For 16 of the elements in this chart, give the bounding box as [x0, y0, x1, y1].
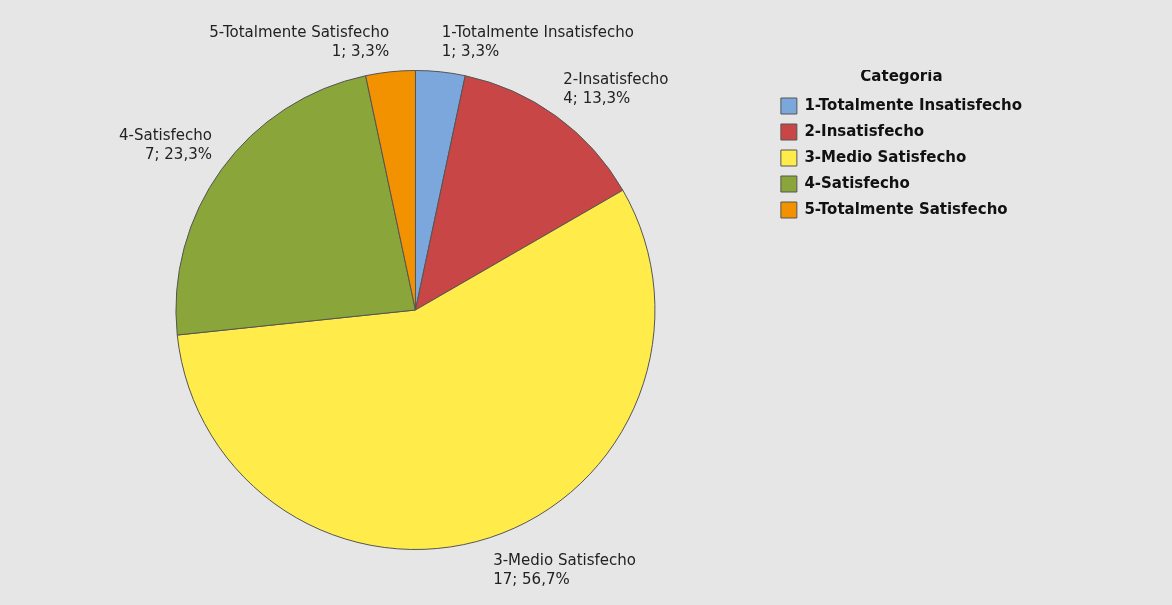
legend-label: 4-Satisfecho: [804, 173, 910, 192]
slice-label: 5-Totalmente Satisfecho: [209, 23, 390, 42]
slice-label: 3-Medio Satisfecho: [493, 550, 636, 569]
legend-label: 2-Insatisfecho: [804, 121, 925, 140]
legend-label: 5-Totalmente Satisfecho: [804, 199, 1008, 218]
data-label: 1; 3,3%: [331, 42, 390, 61]
data-label: 17; 56,7%: [493, 569, 570, 588]
legend-label: 1-Totalmente Insatisfecho: [804, 95, 1023, 114]
legend-label: 3-Medio Satisfecho: [804, 147, 967, 166]
data-label: 4; 13,3%: [563, 88, 631, 107]
data-label: 1; 3,3%: [441, 42, 500, 61]
slice-label: 2-Insatisfecho: [563, 69, 669, 88]
slice-label: 4-Satisfecho: [118, 125, 212, 144]
legend-title: Categoría: [860, 67, 943, 86]
slice-label: 1-Totalmente Insatisfecho: [441, 23, 634, 42]
data-label: 7; 23,3%: [144, 144, 212, 163]
